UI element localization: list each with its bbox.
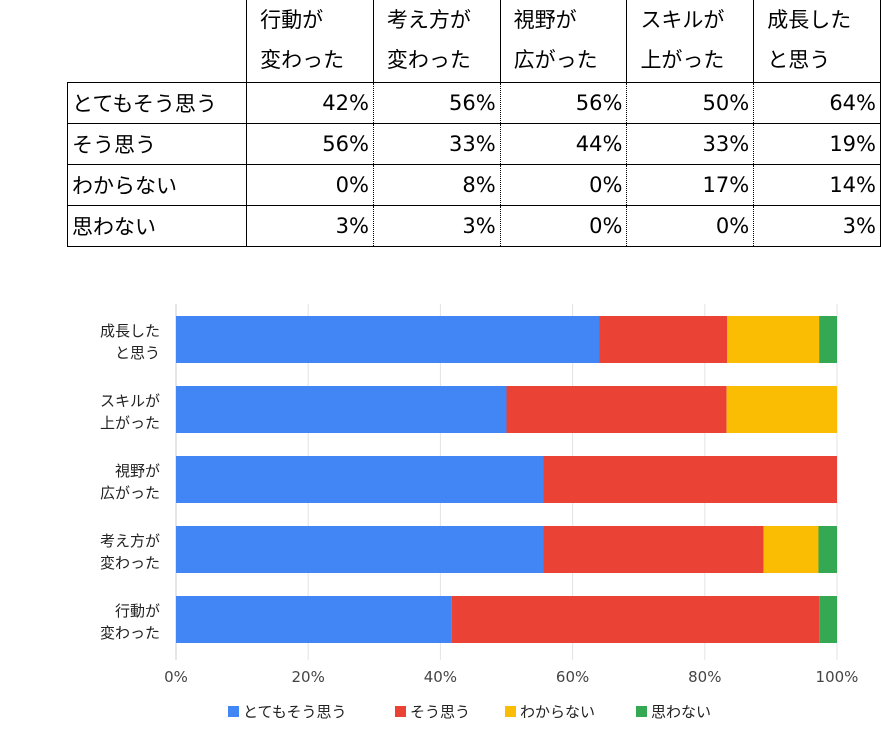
bar-segment — [726, 386, 837, 433]
bar-segment — [543, 456, 837, 503]
bar-segment — [176, 386, 507, 433]
legend-label: わからない — [520, 703, 595, 721]
table-cell: 17% — [626, 164, 755, 206]
legend-label: とてもそう思う — [243, 703, 347, 721]
table-row: 思わない 3% 3% 0% 0% 3% — [66, 205, 881, 247]
bar-segment — [819, 596, 837, 643]
column-header-line2: 広がった — [513, 48, 598, 72]
table-row: とてもそう思う 42% 56% 56% 50% 64% — [66, 82, 881, 124]
x-tick-label: 100% — [816, 668, 859, 686]
table-cell: 56% — [246, 123, 374, 165]
bar-segment — [176, 526, 544, 573]
column-header-line2: 変わった — [386, 48, 471, 72]
table-cell: 33% — [626, 123, 755, 165]
table-cell: 3% — [753, 205, 881, 247]
legend-swatch — [505, 706, 516, 717]
table-cell: 0% — [246, 164, 374, 206]
x-tick-label: 40% — [424, 668, 457, 686]
table-header-row: 行動が 変わった 考え方が 変わった 視野が 広がった スキルが 上がった 成長… — [68, 0, 881, 83]
bar-segment — [818, 526, 837, 573]
row-label: 思わない — [66, 205, 248, 247]
table-cell: 64% — [753, 82, 881, 124]
bar-segment — [176, 596, 452, 643]
bar-segment — [763, 526, 819, 573]
table-cell: 56% — [500, 82, 628, 124]
category-label-line1: 成長した — [100, 322, 160, 340]
table-cell: 0% — [626, 205, 755, 247]
legend-swatch — [228, 706, 239, 717]
column-header: 考え方が 変わった — [372, 0, 501, 83]
category-label-line1: 行動が — [115, 602, 160, 620]
column-header-line1: 行動が — [260, 8, 324, 32]
table-corner — [68, 0, 247, 83]
table-cell: 19% — [753, 123, 881, 165]
legend-swatch — [636, 706, 647, 717]
column-header: スキルが 上がった — [626, 0, 754, 83]
column-header-line2: 上がった — [640, 48, 725, 72]
table-cell: 3% — [246, 205, 374, 247]
bar-segment — [451, 596, 820, 643]
category-label-line1: スキルが — [100, 392, 160, 410]
column-header-line1: 視野が — [513, 8, 577, 32]
x-tick-label: 20% — [292, 668, 325, 686]
table-row: わからない 0% 8% 0% 17% 14% — [66, 164, 881, 206]
table-cell: 3% — [373, 205, 501, 247]
category-label-line2: 変わった — [100, 624, 160, 642]
table-cell: 42% — [246, 82, 374, 124]
table-cell: 14% — [753, 164, 881, 206]
bar-segment — [506, 386, 727, 433]
category-label-line2: と思う — [115, 344, 160, 362]
x-tick-label: 0% — [164, 668, 188, 686]
column-header: 行動が 変わった — [246, 0, 374, 83]
column-header-line1: スキルが — [640, 8, 725, 32]
table-row: そう思う 56% 33% 44% 33% 19% — [66, 123, 881, 165]
summary-table: 行動が 変わった 考え方が 変わった 視野が 広がった スキルが 上がった 成長… — [66, 0, 881, 247]
x-tick-label: 80% — [688, 668, 721, 686]
column-header-line2: 変わった — [260, 48, 345, 72]
table-cell: 33% — [373, 123, 501, 165]
row-label: そう思う — [66, 123, 248, 165]
table-cell: 44% — [500, 123, 628, 165]
column-header: 視野が 広がった — [499, 0, 627, 83]
table-cell: 0% — [500, 205, 628, 247]
column-header-line1: 考え方が — [386, 8, 471, 32]
bar-segment — [176, 316, 600, 363]
table-cell: 56% — [373, 82, 501, 124]
table-cell: 8% — [373, 164, 501, 206]
bar-segment — [727, 316, 820, 363]
bar-segment — [599, 316, 728, 363]
x-axis-ticks: 0% 20% 40% 60% 80% 100% — [164, 668, 858, 686]
legend-swatch — [395, 706, 406, 717]
table-cell: 0% — [500, 164, 628, 206]
category-label-line2: 広がった — [100, 484, 160, 502]
chart-bars — [176, 316, 837, 643]
category-label-line2: 上がった — [100, 414, 160, 432]
legend-label: そう思う — [410, 703, 470, 721]
bar-segment — [543, 526, 764, 573]
table-cell: 50% — [626, 82, 755, 124]
x-tick-label: 60% — [556, 668, 589, 686]
bar-segment — [176, 456, 544, 503]
category-label-line1: 考え方が — [100, 532, 160, 550]
chart-legend: とてもそう思う そう思う わからない 思わない — [228, 703, 711, 721]
column-header-line2: と思う — [767, 48, 831, 72]
row-label: わからない — [66, 164, 248, 206]
row-label: とてもそう思う — [66, 82, 248, 124]
bar-segment — [819, 316, 837, 363]
column-header: 成長した と思う — [753, 0, 881, 83]
category-label-line2: 変わった — [100, 554, 160, 572]
category-label-line1: 視野が — [115, 462, 160, 480]
legend-label: 思わない — [651, 703, 711, 721]
column-header-line1: 成長した — [767, 8, 852, 32]
